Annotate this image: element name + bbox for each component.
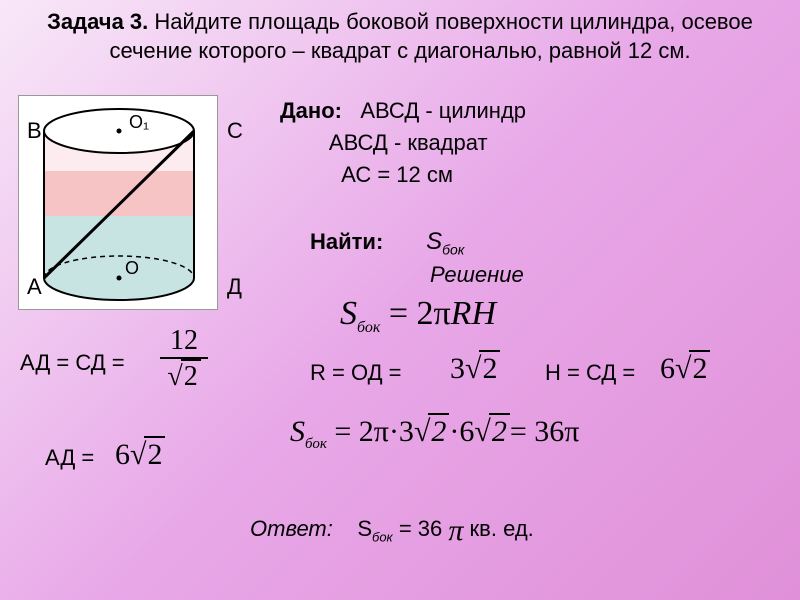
answer-label: Ответ: [250,516,333,541]
formula-calc: Sбок = 2π·32·62= 36π [290,415,579,453]
cylinder-figure: В О₁ А О С Д [18,95,218,310]
given-block: Дано: АВСД - цилиндр АВСД - квадрат АС =… [280,95,526,191]
formula-main: Sбок = 2πRH [340,295,496,337]
solution-heading: Решение [430,262,524,288]
svg-text:О: О [125,258,139,278]
svg-text:О₁: О₁ [129,112,149,132]
given-label: Дано: [280,98,342,123]
title-prefix: Задача 3. [47,9,148,34]
r-label: R = ОД = [310,360,401,386]
h-label: H = СД = [545,360,635,386]
ad2-value: 62 [115,438,165,472]
ad-eq-label: АД = СД = [20,350,125,376]
svg-text:А: А [27,274,42,299]
answer-line: Ответ: Sбок = 36 π кв. ед. [250,510,534,544]
find-label: Найти: [310,229,383,254]
problem-title: Задача 3. Найдите площадь боковой поверх… [0,0,800,65]
frac-bot: 2 [160,359,208,393]
h-value: 62 [660,352,710,386]
find-block: Найти: Sбок [310,228,464,257]
r-value: 32 [450,352,500,386]
label-D: Д [227,274,242,300]
ad-fraction: 12 2 [160,325,208,393]
given-l3: АС = 12 см [341,162,453,187]
label-C: С [227,118,243,144]
given-l2: АВСД - квадрат [329,130,488,155]
frac-top: 12 [160,325,208,359]
ad2-label: АД = [45,445,94,471]
find-S: S [426,228,442,255]
given-l1: АВСД - цилиндр [360,98,526,123]
pi-symbol: π [448,514,463,547]
svg-text:В: В [27,118,42,143]
find-sub: бок [442,241,464,257]
title-text: Найдите площадь боковой поверхности цили… [109,9,752,63]
